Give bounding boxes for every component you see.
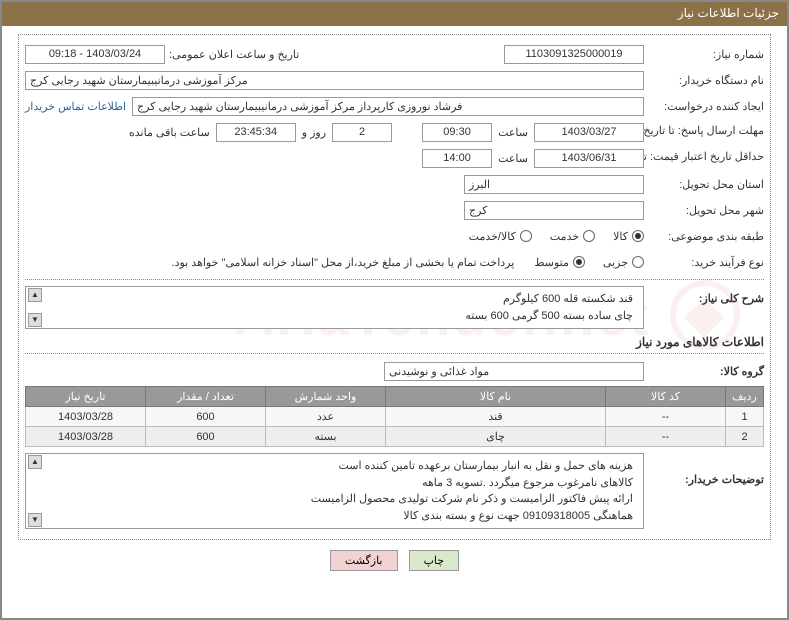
scroll-down-icon[interactable]: ▼ bbox=[28, 513, 42, 527]
radio-icon bbox=[573, 256, 585, 268]
note-line: کالاهای نامرغوب مرجوع میگردد .تسویه 3 ما… bbox=[32, 475, 637, 492]
scroll-down-icon[interactable]: ▼ bbox=[28, 313, 42, 327]
scroll-up-icon[interactable]: ▲ bbox=[28, 455, 42, 469]
note-line: ارائه پیش فاکتور الزامیست و ذکر نام شرکت… bbox=[32, 491, 637, 508]
radio-icon bbox=[632, 230, 644, 242]
note-line: هزینه های حمل و نقل به انبار بیمارستان ب… bbox=[32, 458, 637, 475]
overview-line: چای ساده بسته 500 گرمی 600 بسته bbox=[32, 308, 637, 325]
radio-icon bbox=[520, 230, 532, 242]
scroll-up-icon[interactable]: ▲ bbox=[28, 288, 42, 302]
overview-line: قند شکسته قله 600 کیلوگرم bbox=[32, 291, 637, 308]
buyer-notes-textarea[interactable]: ▲ ▼ هزینه های حمل و نقل به انبار بیمارست… bbox=[25, 453, 644, 529]
radio-icon bbox=[632, 256, 644, 268]
overview-textarea[interactable]: ▲ ▼ قند شکسته قله 600 کیلوگرمچای ساده بس… bbox=[25, 286, 644, 329]
note-line: هماهنگی 09109318005 جهت نوع و بسته بندی … bbox=[32, 508, 637, 525]
